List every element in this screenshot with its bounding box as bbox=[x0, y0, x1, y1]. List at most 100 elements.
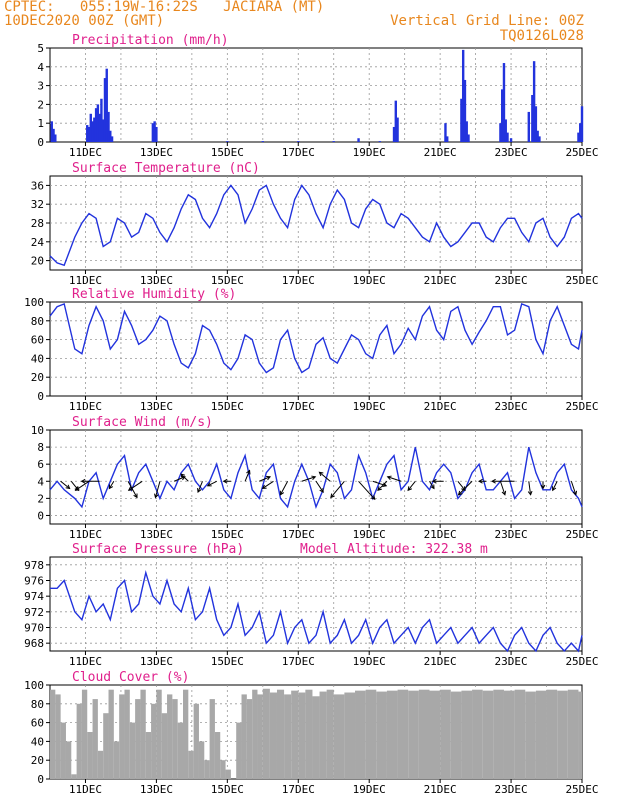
wind-arrowhead bbox=[457, 490, 463, 496]
wind-arrow bbox=[244, 470, 251, 482]
panel-title: Precipitation (mm/h) bbox=[72, 33, 229, 48]
wind-arrow bbox=[552, 481, 558, 491]
x-tick-label: 15DEC bbox=[211, 400, 244, 413]
cloud-bar bbox=[418, 689, 430, 779]
cloud-bar bbox=[220, 760, 226, 779]
wind-arrow bbox=[570, 481, 577, 495]
wind-arrow bbox=[60, 480, 70, 489]
precip-bar bbox=[577, 132, 580, 142]
x-tick-label: 25DEC bbox=[565, 655, 598, 668]
precip-bar bbox=[54, 134, 57, 142]
wind-arrow bbox=[429, 481, 435, 489]
x-tick-label: 13DEC bbox=[140, 400, 173, 413]
precip-bar bbox=[103, 78, 107, 142]
x-tick-label: 15DEC bbox=[211, 146, 244, 159]
precip-bar bbox=[504, 119, 507, 142]
panel-frame bbox=[49, 556, 583, 652]
x-tick-label: 23DEC bbox=[495, 528, 528, 541]
y-tick-label: 0 bbox=[37, 773, 44, 786]
cloud-bar bbox=[440, 689, 451, 779]
cloud-bar bbox=[326, 689, 334, 779]
wind-arrow bbox=[377, 480, 388, 491]
precip-bar bbox=[392, 126, 396, 142]
y-tick-label: 60 bbox=[31, 334, 44, 347]
y-tick-label: 20 bbox=[31, 255, 44, 268]
precip-bar bbox=[261, 141, 264, 142]
cloud-bar bbox=[167, 694, 173, 779]
precip-bar bbox=[579, 123, 582, 142]
cloud-bar bbox=[546, 689, 558, 779]
x-tick-label: 15DEC bbox=[211, 655, 244, 668]
precip-bar bbox=[50, 121, 53, 142]
wind-arrow bbox=[319, 471, 331, 482]
cloud-bar bbox=[503, 690, 515, 779]
y-tick-label: 28 bbox=[31, 217, 44, 230]
y-tick-label: 80 bbox=[31, 698, 44, 711]
cloud-bar bbox=[525, 691, 536, 779]
x-tick-label: 25DEC bbox=[565, 528, 598, 541]
x-tick-label: 13DEC bbox=[140, 655, 173, 668]
y-tick-label: 0 bbox=[37, 390, 44, 403]
cloud-bar bbox=[429, 690, 441, 779]
precip-bar bbox=[538, 136, 541, 142]
wind-arrow bbox=[301, 476, 316, 482]
precip-bar bbox=[463, 79, 467, 142]
wind-arrowhead bbox=[319, 488, 324, 493]
cloud-bar bbox=[124, 689, 130, 779]
precip-bar bbox=[297, 141, 300, 142]
wind-arrow bbox=[407, 480, 416, 491]
x-tick-label: 21DEC bbox=[424, 274, 457, 287]
cloud-bar bbox=[76, 703, 82, 779]
wind-arrowhead bbox=[461, 486, 466, 492]
precip-bar bbox=[100, 98, 103, 142]
cloud-bar bbox=[397, 689, 409, 779]
wind-arrowhead bbox=[65, 484, 71, 490]
cloud-bar bbox=[472, 689, 483, 779]
y-tick-label: 976 bbox=[24, 575, 44, 588]
header-datetime: 10DEC2020 00Z (GMT) bbox=[4, 13, 165, 29]
precip-bar bbox=[446, 136, 449, 142]
cloud-bar bbox=[145, 732, 152, 779]
wind-arrowhead bbox=[407, 486, 412, 492]
wind-arrowhead bbox=[540, 484, 546, 490]
x-tick-label: 21DEC bbox=[424, 783, 457, 796]
cloud-bar bbox=[291, 690, 299, 779]
y-tick-label: 0 bbox=[37, 136, 44, 149]
precip-bar bbox=[89, 113, 92, 142]
x-tick-label: 13DEC bbox=[140, 146, 173, 159]
wind-arrowhead bbox=[127, 486, 133, 491]
panel-frame bbox=[49, 301, 583, 397]
y-tick-label: 32 bbox=[31, 198, 44, 211]
wind-arrow bbox=[128, 480, 143, 491]
precip-bar bbox=[501, 89, 504, 142]
cloud-bar bbox=[135, 699, 141, 779]
y-tick-label: 4 bbox=[37, 61, 44, 74]
header-model-id: TQ0126L028 bbox=[499, 28, 584, 44]
wind-arrowhead bbox=[180, 473, 186, 479]
wind-arrowhead bbox=[74, 486, 80, 491]
y-tick-label: 3 bbox=[37, 80, 44, 93]
wind-arrowhead bbox=[386, 475, 392, 481]
precip-bar bbox=[96, 104, 100, 142]
x-tick-label: 25DEC bbox=[565, 146, 598, 159]
wind-arrow bbox=[387, 476, 402, 482]
x-tick-label: 25DEC bbox=[565, 400, 598, 413]
precip-bar bbox=[109, 130, 112, 142]
wind-arrowhead bbox=[527, 490, 533, 496]
panel-annotation: Model Altitude: 322.38 m bbox=[300, 542, 488, 557]
cloud-bar bbox=[246, 699, 253, 779]
y-tick-label: 20 bbox=[31, 754, 44, 767]
cloud-bar bbox=[183, 689, 189, 779]
panel-frame bbox=[49, 47, 583, 143]
cloud-bar bbox=[344, 692, 356, 779]
cloud-bar bbox=[71, 774, 77, 779]
cloud-bar bbox=[50, 689, 56, 779]
cloud-bar bbox=[408, 690, 419, 779]
precip-bar bbox=[226, 141, 229, 142]
x-tick-label: 19DEC bbox=[353, 655, 386, 668]
x-tick-label: 11DEC bbox=[69, 400, 102, 413]
wind-arrow bbox=[108, 481, 115, 489]
precip-bar bbox=[536, 130, 539, 142]
y-tick-label: 80 bbox=[31, 315, 44, 328]
